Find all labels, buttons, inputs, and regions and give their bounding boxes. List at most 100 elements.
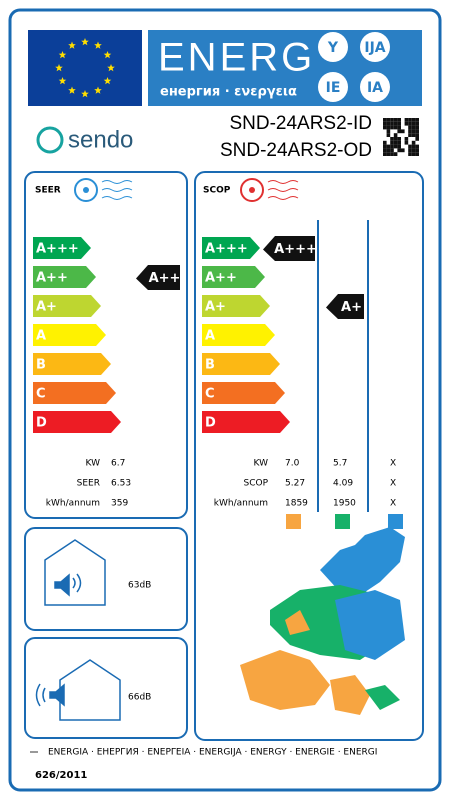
qr-cell [411, 140, 416, 145]
qr-cell [408, 125, 412, 130]
qr-cell [408, 144, 412, 149]
scop-row-label: kWh/annum [214, 499, 268, 509]
zone-cold [388, 514, 403, 529]
qr-cell [383, 118, 387, 122]
seer-row-value: 6.53 [111, 479, 131, 489]
outdoor-noise: 66dB [128, 693, 151, 703]
rating-arrow [326, 294, 364, 319]
language-badges: Y IJA IE IA [318, 32, 390, 102]
qr-cell [415, 118, 419, 122]
class-bar [202, 411, 290, 433]
zone-average [335, 514, 350, 529]
language-code: IA [367, 80, 383, 96]
qr-cell [383, 125, 387, 130]
star [81, 38, 89, 46]
class-bar [33, 382, 116, 404]
class-label: C [36, 387, 46, 402]
star [103, 77, 112, 85]
class-label: D [36, 416, 47, 431]
qr-cell [397, 144, 401, 149]
qr-cell [404, 118, 409, 122]
europe-map [240, 527, 405, 715]
seer-row-label: SEER [77, 479, 100, 489]
qr-cell [390, 144, 394, 149]
language-code: IJA [364, 40, 385, 56]
qr-cell [404, 137, 409, 141]
class-label: A++ [205, 271, 237, 286]
rating-label: A++ [149, 271, 181, 286]
class-bar [202, 324, 275, 346]
footer-languages: ENERGIA · ЕНЕРГИЯ · ΕΝΕΡΓΕΙΑ · ENERGIJA … [48, 748, 377, 758]
qr-cell [411, 129, 416, 134]
qr-cell [390, 137, 394, 141]
star [107, 64, 115, 72]
star [94, 86, 102, 94]
scop-row-value: 1950 [333, 499, 356, 509]
qr-cell [393, 137, 398, 141]
language-badge [318, 72, 348, 102]
qr-cell [386, 118, 391, 122]
qr-cell [390, 140, 394, 145]
class-label: A+ [36, 300, 57, 315]
rating-label: A+ [341, 300, 362, 315]
qr-cell [415, 133, 419, 137]
language-code: Y [327, 40, 339, 56]
rating-arrow [263, 236, 315, 261]
qr-cell [386, 125, 391, 130]
indoor-noise-panel [24, 527, 188, 631]
scop-row-value: 5.7 [333, 459, 347, 469]
qr-cell [408, 152, 412, 156]
qr-cell [393, 140, 398, 145]
class-bar [202, 237, 260, 259]
energy-title: ENERG [158, 36, 315, 80]
qr-cell [386, 121, 391, 126]
class-label: D [205, 416, 216, 431]
brand-name: sendo [68, 126, 133, 153]
qr-cell [397, 148, 401, 153]
brand-logo: sendo [36, 126, 133, 154]
scop-row-value: 1859 [285, 499, 308, 509]
qr-cell [390, 121, 394, 126]
qr-cell [397, 140, 401, 145]
class-bar [202, 266, 265, 288]
qr-cell [408, 129, 412, 134]
class-bar [33, 411, 121, 433]
class-bar [33, 324, 106, 346]
qr-cell [386, 152, 391, 156]
star [68, 41, 76, 49]
class-bar [33, 237, 91, 259]
qr-cell [401, 129, 405, 134]
qr-cell [390, 118, 394, 122]
qr-cell [404, 121, 409, 126]
seer-panel [24, 171, 188, 519]
scop-row-value: 7.0 [285, 459, 300, 469]
language-badge [360, 32, 390, 62]
qr-cell [415, 121, 419, 126]
model-indoor: SND-24ARS2-ID [229, 113, 372, 134]
qr-cell [415, 152, 419, 156]
scop-row-label: SCOP [243, 479, 268, 489]
class-label: A [205, 329, 215, 344]
qr-cell [386, 133, 391, 137]
class-bar [33, 353, 111, 375]
class-bar [202, 382, 285, 404]
class-label: A+++ [205, 242, 248, 257]
language-badge [360, 72, 390, 102]
scop-row-label: KW [254, 459, 269, 469]
qr-cell [415, 144, 419, 149]
class-bar [33, 295, 101, 317]
class-label: A [36, 329, 46, 344]
scop-row-value: 5.27 [285, 479, 305, 489]
model-outdoor: SND-24ARS2-OD [220, 140, 372, 161]
qr-cell [408, 121, 412, 126]
star [68, 86, 76, 94]
qr-cell [393, 125, 398, 130]
scop-row-value: X [390, 499, 396, 509]
indoor-noise: 63dB [128, 581, 151, 591]
seer-row-label: kWh/annum [46, 499, 100, 509]
qr-cell [397, 121, 401, 126]
scop-row-value: 4.09 [333, 479, 353, 489]
language-code: IE [326, 80, 341, 96]
qr-cell [415, 125, 419, 130]
class-bar [202, 295, 270, 317]
